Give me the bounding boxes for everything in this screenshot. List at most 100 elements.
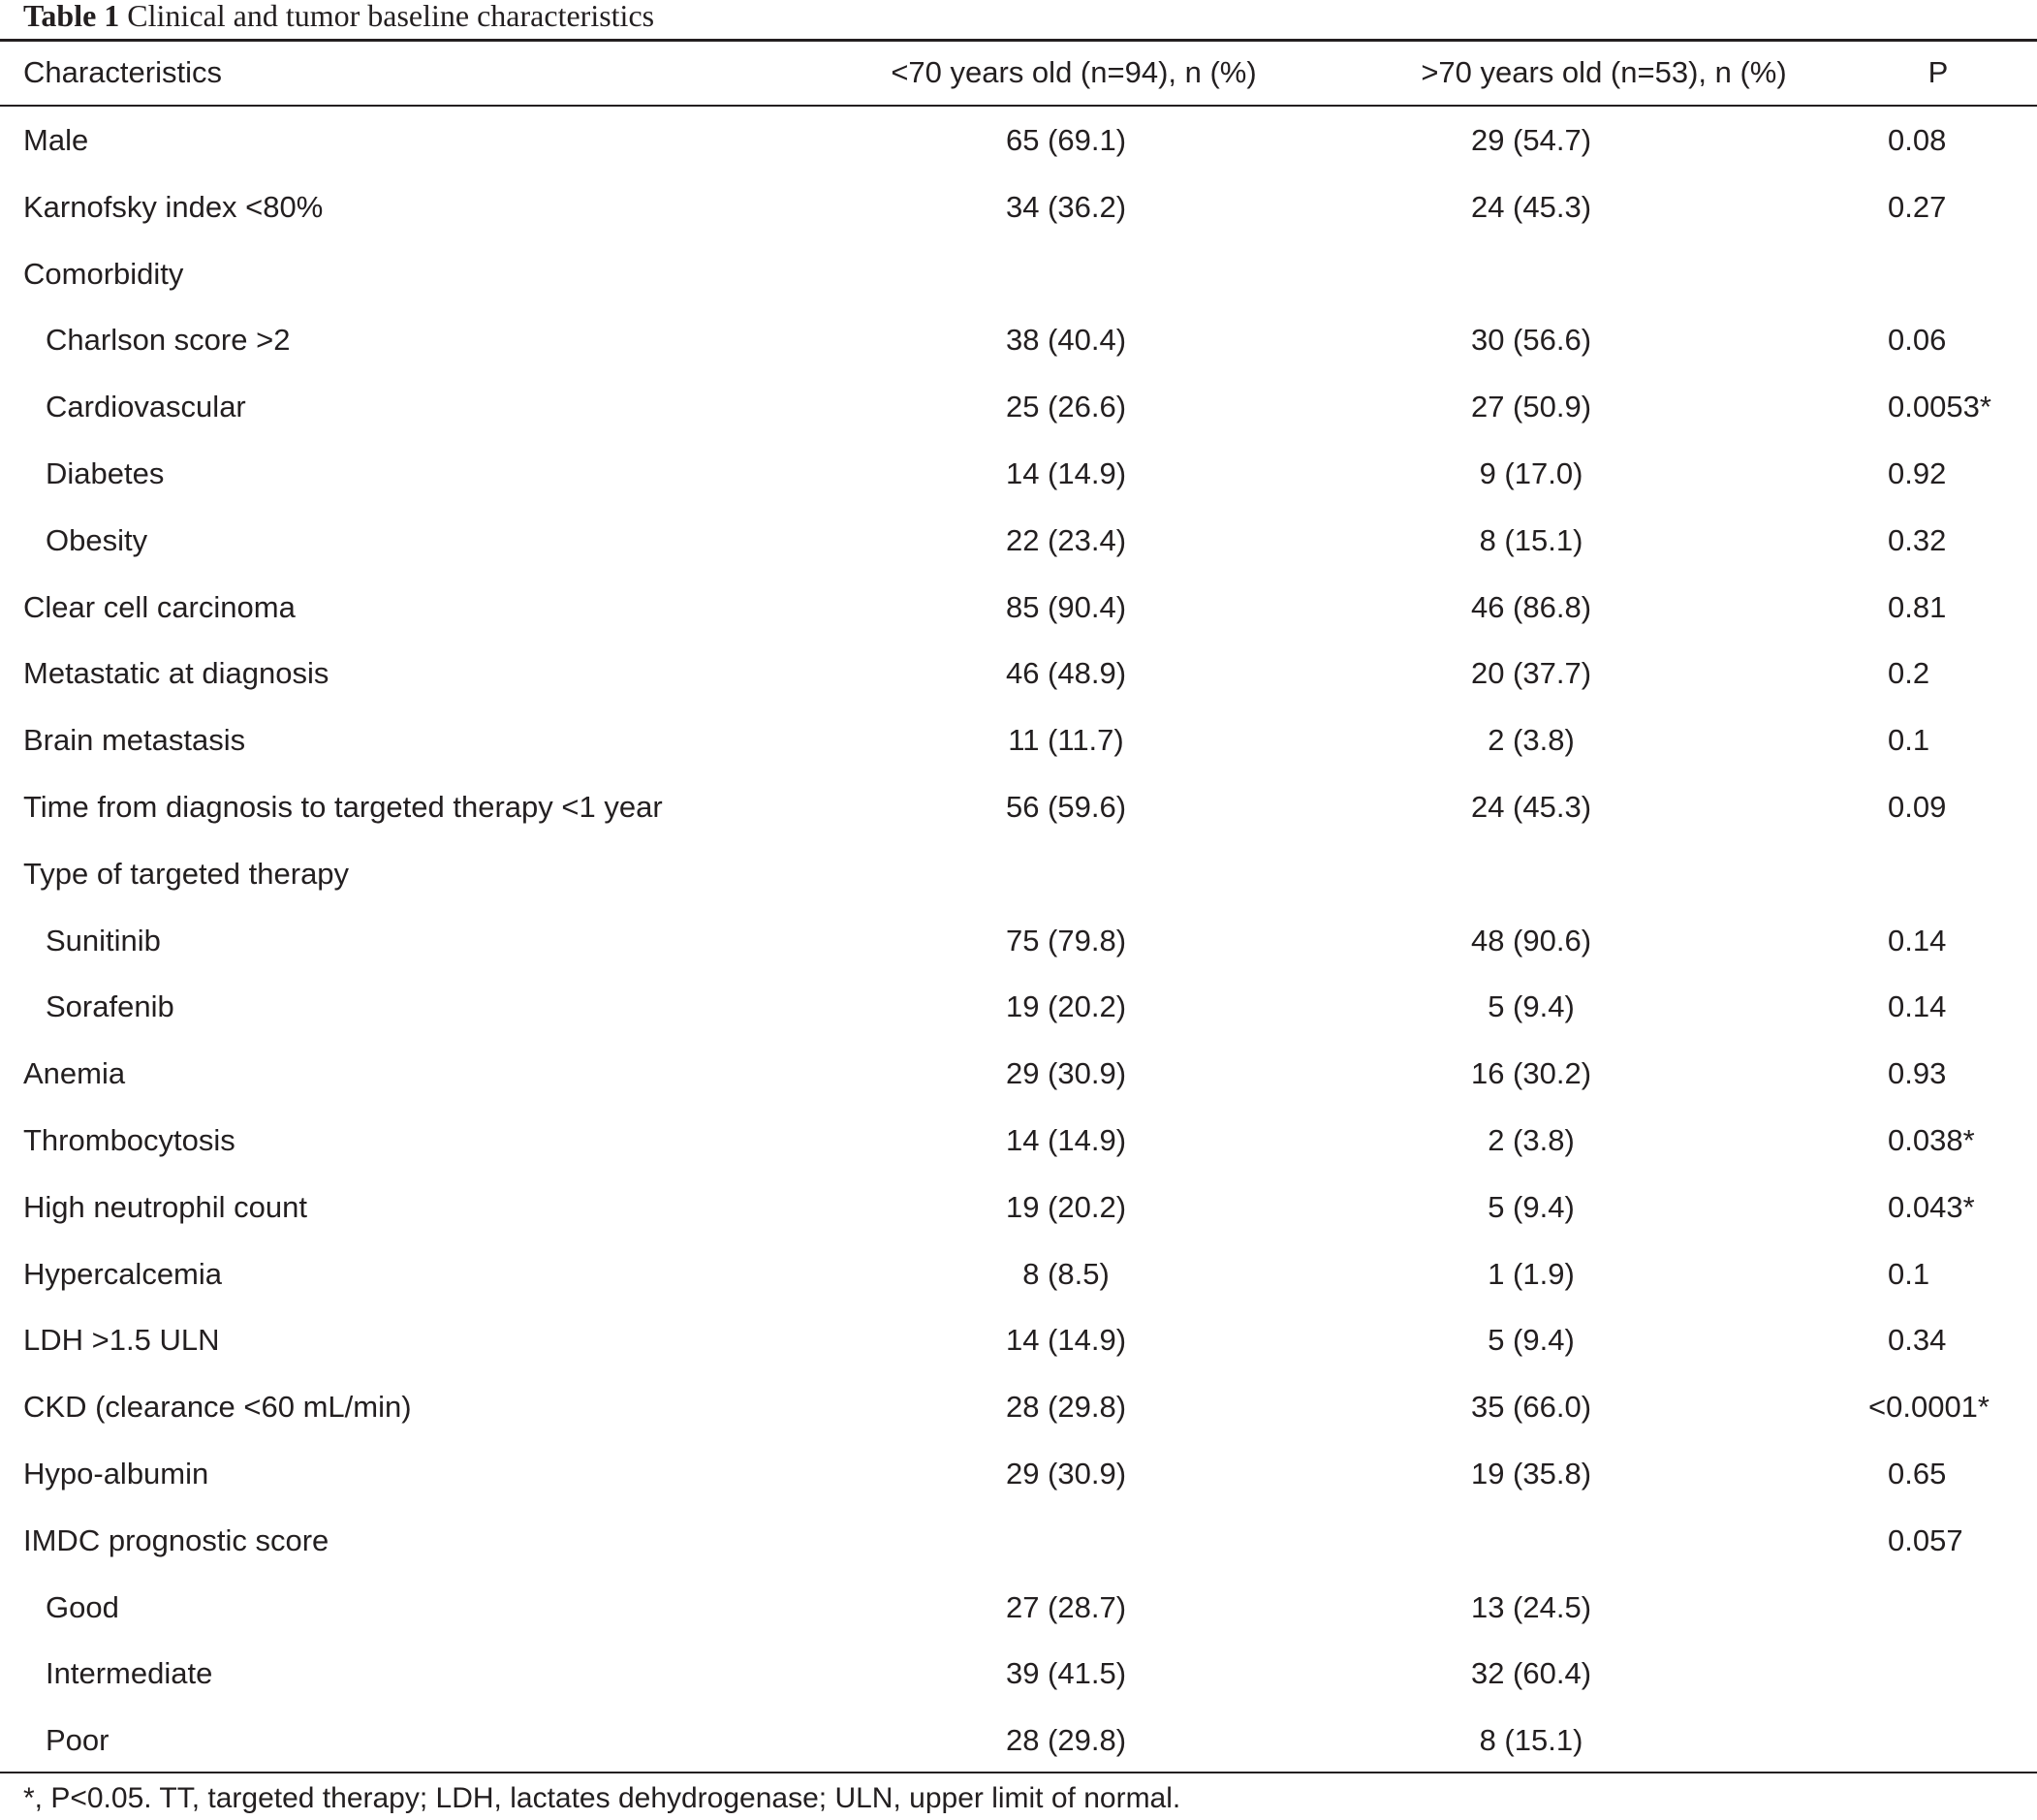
- p-value: 0.09: [1888, 790, 1947, 824]
- old-value: 9 (17.0): [1479, 456, 1583, 490]
- old-value: 46 (86.8): [1470, 589, 1592, 624]
- young-value: 28 (29.8): [1005, 1390, 1127, 1425]
- p-value: 0.27: [1888, 189, 1947, 224]
- p-value: 0.81: [1888, 589, 1947, 624]
- old-value: 24 (45.3): [1470, 189, 1592, 224]
- row-label: Karnofsky index <80%: [23, 189, 324, 224]
- old-value: 16 (30.2): [1470, 1056, 1592, 1091]
- table-row: Obesity 22 (23.4) 8 (15.1) 0.32: [0, 508, 2037, 575]
- row-label: Brain metastasis: [23, 723, 246, 758]
- table-header-rule: [0, 105, 2037, 107]
- p-value: 0.93: [1888, 1056, 1947, 1091]
- table-row: Clear cell carcinoma 85 (90.4) 46 (86.8) 0.…: [0, 575, 2037, 642]
- old-value: 13 (24.5): [1470, 1589, 1592, 1624]
- row-label: LDH >1.5 ULN: [23, 1323, 220, 1358]
- p-value: 0.92: [1888, 456, 1947, 490]
- row-label: Hypercalcemia: [23, 1256, 223, 1291]
- young-value: 46 (48.9): [1005, 656, 1127, 691]
- old-value: 27 (50.9): [1470, 390, 1592, 424]
- table-row: High neutrophil count 19 (20.2) 5 (9.4) 0.0…: [0, 1175, 2037, 1241]
- young-value: 29 (30.9): [1005, 1457, 1127, 1491]
- table-row: Hypo-albumin 29 (30.9) 19 (35.8) 0.65: [0, 1441, 2037, 1508]
- table-row: Brain metastasis 11 (11.7) 2 (3.8) 0.1: [0, 707, 2037, 774]
- row-label: Clear cell carcinoma: [23, 589, 296, 624]
- row-label: Sunitinib: [46, 923, 161, 957]
- table-row: Comorbidity: [0, 241, 2037, 308]
- p-value: 0.34: [1888, 1323, 1947, 1358]
- old-value: 5 (9.4): [1488, 1189, 1575, 1224]
- row-label: Male: [23, 123, 89, 157]
- old-value: 35 (66.0): [1470, 1390, 1592, 1425]
- old-value: 19 (35.8): [1470, 1457, 1592, 1491]
- p-value: 0.14: [1888, 989, 1947, 1024]
- table-bottom-rule: [0, 1772, 2037, 1773]
- young-value: 22 (23.4): [1005, 522, 1127, 557]
- old-value: 32 (60.4): [1470, 1656, 1592, 1691]
- old-value: 20 (37.7): [1470, 656, 1592, 691]
- young-value: 38 (40.4): [1005, 323, 1127, 358]
- p-value: <0.0001*: [1868, 1390, 1990, 1425]
- p-value: 0.1: [1888, 1256, 1930, 1291]
- table-footnote: *, P<0.05. TT, targeted therapy; LDH, la…: [23, 1782, 1181, 1814]
- old-value: 29 (54.7): [1470, 123, 1592, 157]
- header-old-group-text: >70 years old (n=53), n (%): [1421, 55, 1787, 89]
- table-row: Cardiovascular 25 (26.6) 27 (50.9) 0.0053*: [0, 374, 2037, 441]
- header-young-group-text: <70 years old (n=94), n (%): [891, 55, 1257, 89]
- old-value: 5 (9.4): [1488, 989, 1575, 1024]
- row-label: Type of targeted therapy: [23, 856, 350, 891]
- table-row: IMDC prognostic score 0.057: [0, 1508, 2037, 1575]
- young-value: 11 (11.7): [1008, 723, 1124, 758]
- old-value: 5 (9.4): [1488, 1323, 1575, 1358]
- row-label: Good: [46, 1589, 119, 1624]
- young-value: 27 (28.7): [1005, 1589, 1127, 1624]
- table-row: LDH >1.5 ULN 14 (14.9) 5 (9.4) 0.34: [0, 1307, 2037, 1374]
- table-row: Intermediate 39 (41.5) 32 (60.4): [0, 1641, 2037, 1708]
- young-value: 19 (20.2): [1005, 989, 1127, 1024]
- p-value: 0.08: [1888, 123, 1947, 157]
- table-row: Poor 28 (29.8) 8 (15.1): [0, 1708, 2037, 1774]
- young-value: 85 (90.4): [1005, 589, 1127, 624]
- p-value: 0.65: [1888, 1457, 1947, 1491]
- row-label: Poor: [46, 1723, 110, 1758]
- old-value: 48 (90.6): [1470, 923, 1592, 957]
- header-p-value: P: [1928, 40, 1959, 105]
- young-value: 28 (29.8): [1005, 1723, 1127, 1758]
- table-row: Type of targeted therapy: [0, 841, 2037, 908]
- young-value: 8 (8.5): [1022, 1256, 1110, 1291]
- old-value: 2 (3.8): [1488, 723, 1575, 758]
- young-value: 65 (69.1): [1005, 123, 1127, 157]
- table-caption-label: Table 1: [23, 0, 120, 33]
- young-value: 25 (26.6): [1005, 390, 1127, 424]
- header-characteristics: Characteristics: [23, 55, 222, 89]
- young-value: 19 (20.2): [1005, 1189, 1127, 1224]
- table-row: Karnofsky index <80% 34 (36.2) 24 (45.3) 0.…: [0, 174, 2037, 241]
- p-value: 0.32: [1888, 522, 1947, 557]
- table-row: Anemia 29 (30.9) 16 (30.2) 0.93: [0, 1041, 2037, 1108]
- row-label: Cardiovascular: [46, 390, 246, 424]
- young-value: 39 (41.5): [1005, 1656, 1127, 1691]
- row-label: Thrombocytosis: [23, 1123, 235, 1157]
- table-row: Good 27 (28.7) 13 (24.5): [0, 1575, 2037, 1642]
- old-value: 1 (1.9): [1488, 1256, 1575, 1291]
- row-label: IMDC prognostic score: [23, 1522, 329, 1557]
- table-caption-text: Clinical and tumor baseline characterist…: [127, 0, 655, 33]
- row-label: Time from diagnosis to targeted therapy …: [23, 790, 663, 824]
- table-row: Diabetes 14 (14.9) 9 (17.0) 0.92: [0, 441, 2037, 508]
- p-value: 0.043*: [1888, 1189, 1975, 1224]
- table-row: Charlson score >2 38 (40.4) 30 (56.6) 0.06: [0, 307, 2037, 374]
- young-value: 14 (14.9): [1005, 1123, 1127, 1157]
- young-value: 29 (30.9): [1005, 1056, 1127, 1091]
- p-value: 0.057: [1888, 1522, 1963, 1557]
- old-value: 24 (45.3): [1470, 790, 1592, 824]
- row-label: Hypo-albumin: [23, 1457, 209, 1491]
- table-row: Thrombocytosis 14 (14.9) 2 (3.8) 0.038*: [0, 1108, 2037, 1175]
- old-value: 8 (15.1): [1479, 1723, 1583, 1758]
- table-row: Metastatic at diagnosis 46 (48.9) 20 (37.7…: [0, 641, 2037, 707]
- young-value: 34 (36.2): [1005, 189, 1127, 224]
- table-top-rule: [0, 39, 2037, 42]
- row-label: Metastatic at diagnosis: [23, 656, 329, 691]
- table-caption: Table 1 Clinical and tumor baseline char…: [23, 0, 654, 39]
- young-value: 56 (59.6): [1005, 790, 1127, 824]
- p-value: 0.14: [1888, 923, 1947, 957]
- row-label: Sorafenib: [46, 989, 174, 1024]
